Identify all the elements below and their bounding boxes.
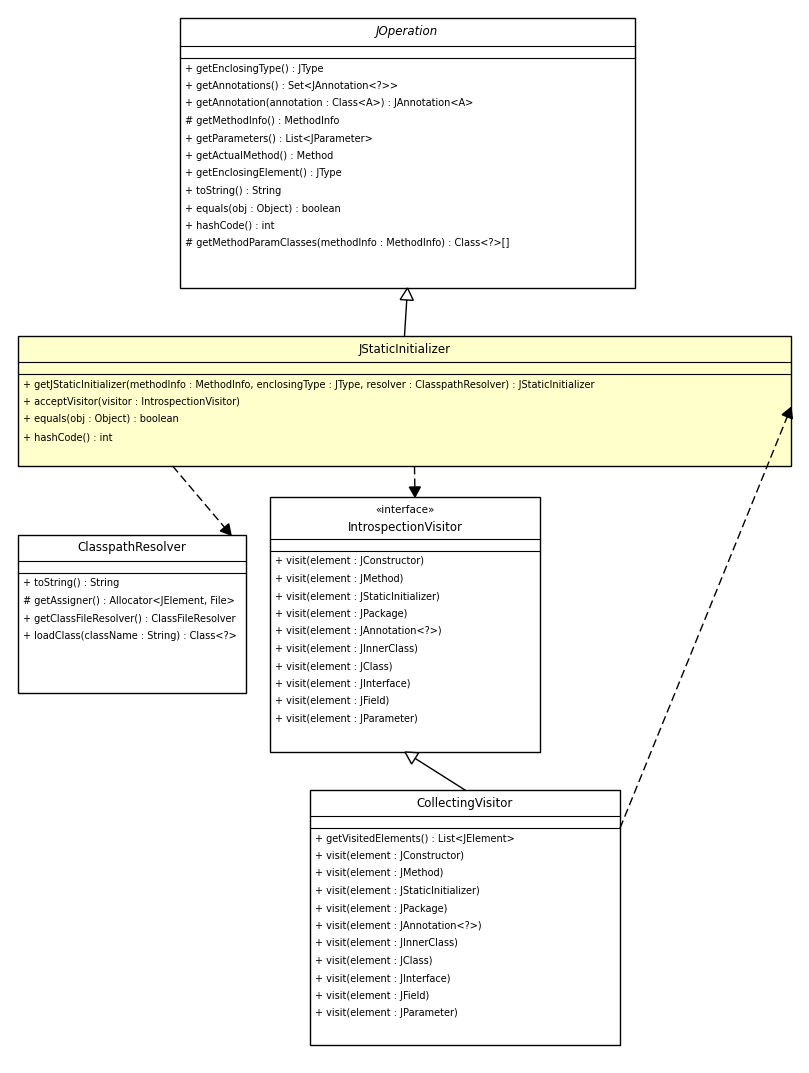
Text: + visit(element : JField): + visit(element : JField) <box>315 991 430 1001</box>
Text: + getClassFileResolver() : ClassFileResolver: + getClassFileResolver() : ClassFileReso… <box>23 614 235 623</box>
Text: «interface»: «interface» <box>375 504 434 515</box>
Text: + visit(element : JParameter): + visit(element : JParameter) <box>315 1009 458 1018</box>
Text: + getVisitedElements() : List<JElement>: + getVisitedElements() : List<JElement> <box>315 834 515 843</box>
Text: + toString() : String: + toString() : String <box>185 186 282 196</box>
Text: + loadClass(className : String) : Class<?>: + loadClass(className : String) : Class<… <box>23 631 237 641</box>
Text: IntrospectionVisitor: IntrospectionVisitor <box>348 520 463 533</box>
Text: ClasspathResolver: ClasspathResolver <box>78 542 186 555</box>
Text: + getJStaticInitializer(methodInfo : MethodInfo, enclosingType : JType, resolver: + getJStaticInitializer(methodInfo : Met… <box>23 380 595 389</box>
Bar <box>310 790 620 1045</box>
Text: + visit(element : JInterface): + visit(element : JInterface) <box>275 679 410 689</box>
Text: + getEnclosingElement() : JType: + getEnclosingElement() : JType <box>185 168 341 178</box>
Polygon shape <box>220 524 231 535</box>
Bar <box>180 18 635 288</box>
Text: + equals(obj : Object) : boolean: + equals(obj : Object) : boolean <box>185 204 341 214</box>
Bar <box>18 535 246 693</box>
Text: JStaticInitializer: JStaticInitializer <box>358 342 451 355</box>
Text: + getParameters() : List<JParameter>: + getParameters() : List<JParameter> <box>185 133 373 144</box>
Text: + visit(element : JParameter): + visit(element : JParameter) <box>275 714 417 724</box>
Text: # getAssigner() : Allocator<JElement, File>: # getAssigner() : Allocator<JElement, Fi… <box>23 596 235 606</box>
Text: + getAnnotations() : Set<JAnnotation<?>>: + getAnnotations() : Set<JAnnotation<?>> <box>185 80 398 91</box>
Polygon shape <box>409 487 421 497</box>
Text: + visit(element : JClass): + visit(element : JClass) <box>315 956 433 966</box>
Text: + getActualMethod() : Method: + getActualMethod() : Method <box>185 151 333 161</box>
Text: + visit(element : JAnnotation<?>): + visit(element : JAnnotation<?>) <box>315 921 481 931</box>
Polygon shape <box>400 288 413 300</box>
Bar <box>270 497 540 752</box>
Text: + visit(element : JField): + visit(element : JField) <box>275 696 389 706</box>
Text: + visit(element : JAnnotation<?>): + visit(element : JAnnotation<?>) <box>275 627 442 636</box>
Bar <box>18 336 791 466</box>
Text: CollectingVisitor: CollectingVisitor <box>417 796 513 809</box>
Text: + visit(element : JStaticInitializer): + visit(element : JStaticInitializer) <box>275 591 440 602</box>
Text: + getEnclosingType() : JType: + getEnclosingType() : JType <box>185 63 324 73</box>
Text: + visit(element : JInnerClass): + visit(element : JInnerClass) <box>315 939 458 949</box>
Text: + visit(element : JPackage): + visit(element : JPackage) <box>275 609 408 619</box>
Text: + visit(element : JMethod): + visit(element : JMethod) <box>275 574 404 584</box>
Text: + getAnnotation(annotation : Class<A>) : JAnnotation<A>: + getAnnotation(annotation : Class<A>) :… <box>185 99 473 108</box>
Polygon shape <box>782 408 792 418</box>
Text: + toString() : String: + toString() : String <box>23 578 119 588</box>
Text: + visit(element : JConstructor): + visit(element : JConstructor) <box>275 557 424 567</box>
Text: + visit(element : JInnerClass): + visit(element : JInnerClass) <box>275 644 418 655</box>
Text: JOperation: JOperation <box>376 26 438 39</box>
Text: # getMethodInfo() : MethodInfo: # getMethodInfo() : MethodInfo <box>185 116 339 126</box>
Polygon shape <box>405 752 419 764</box>
Text: + visit(element : JInterface): + visit(element : JInterface) <box>315 973 451 984</box>
Text: + hashCode() : int: + hashCode() : int <box>185 221 274 231</box>
Text: + visit(element : JMethod): + visit(element : JMethod) <box>315 868 443 879</box>
Text: + hashCode() : int: + hashCode() : int <box>23 432 112 442</box>
Text: + acceptVisitor(visitor : IntrospectionVisitor): + acceptVisitor(visitor : IntrospectionV… <box>23 397 240 407</box>
Text: + visit(element : JStaticInitializer): + visit(element : JStaticInitializer) <box>315 886 480 896</box>
Text: + visit(element : JConstructor): + visit(element : JConstructor) <box>315 851 464 861</box>
Text: + equals(obj : Object) : boolean: + equals(obj : Object) : boolean <box>23 414 179 425</box>
Text: # getMethodParamClasses(methodInfo : MethodInfo) : Class<?>[]: # getMethodParamClasses(methodInfo : Met… <box>185 238 510 249</box>
Text: + visit(element : JPackage): + visit(element : JPackage) <box>315 903 447 913</box>
Text: + visit(element : JClass): + visit(element : JClass) <box>275 661 392 672</box>
